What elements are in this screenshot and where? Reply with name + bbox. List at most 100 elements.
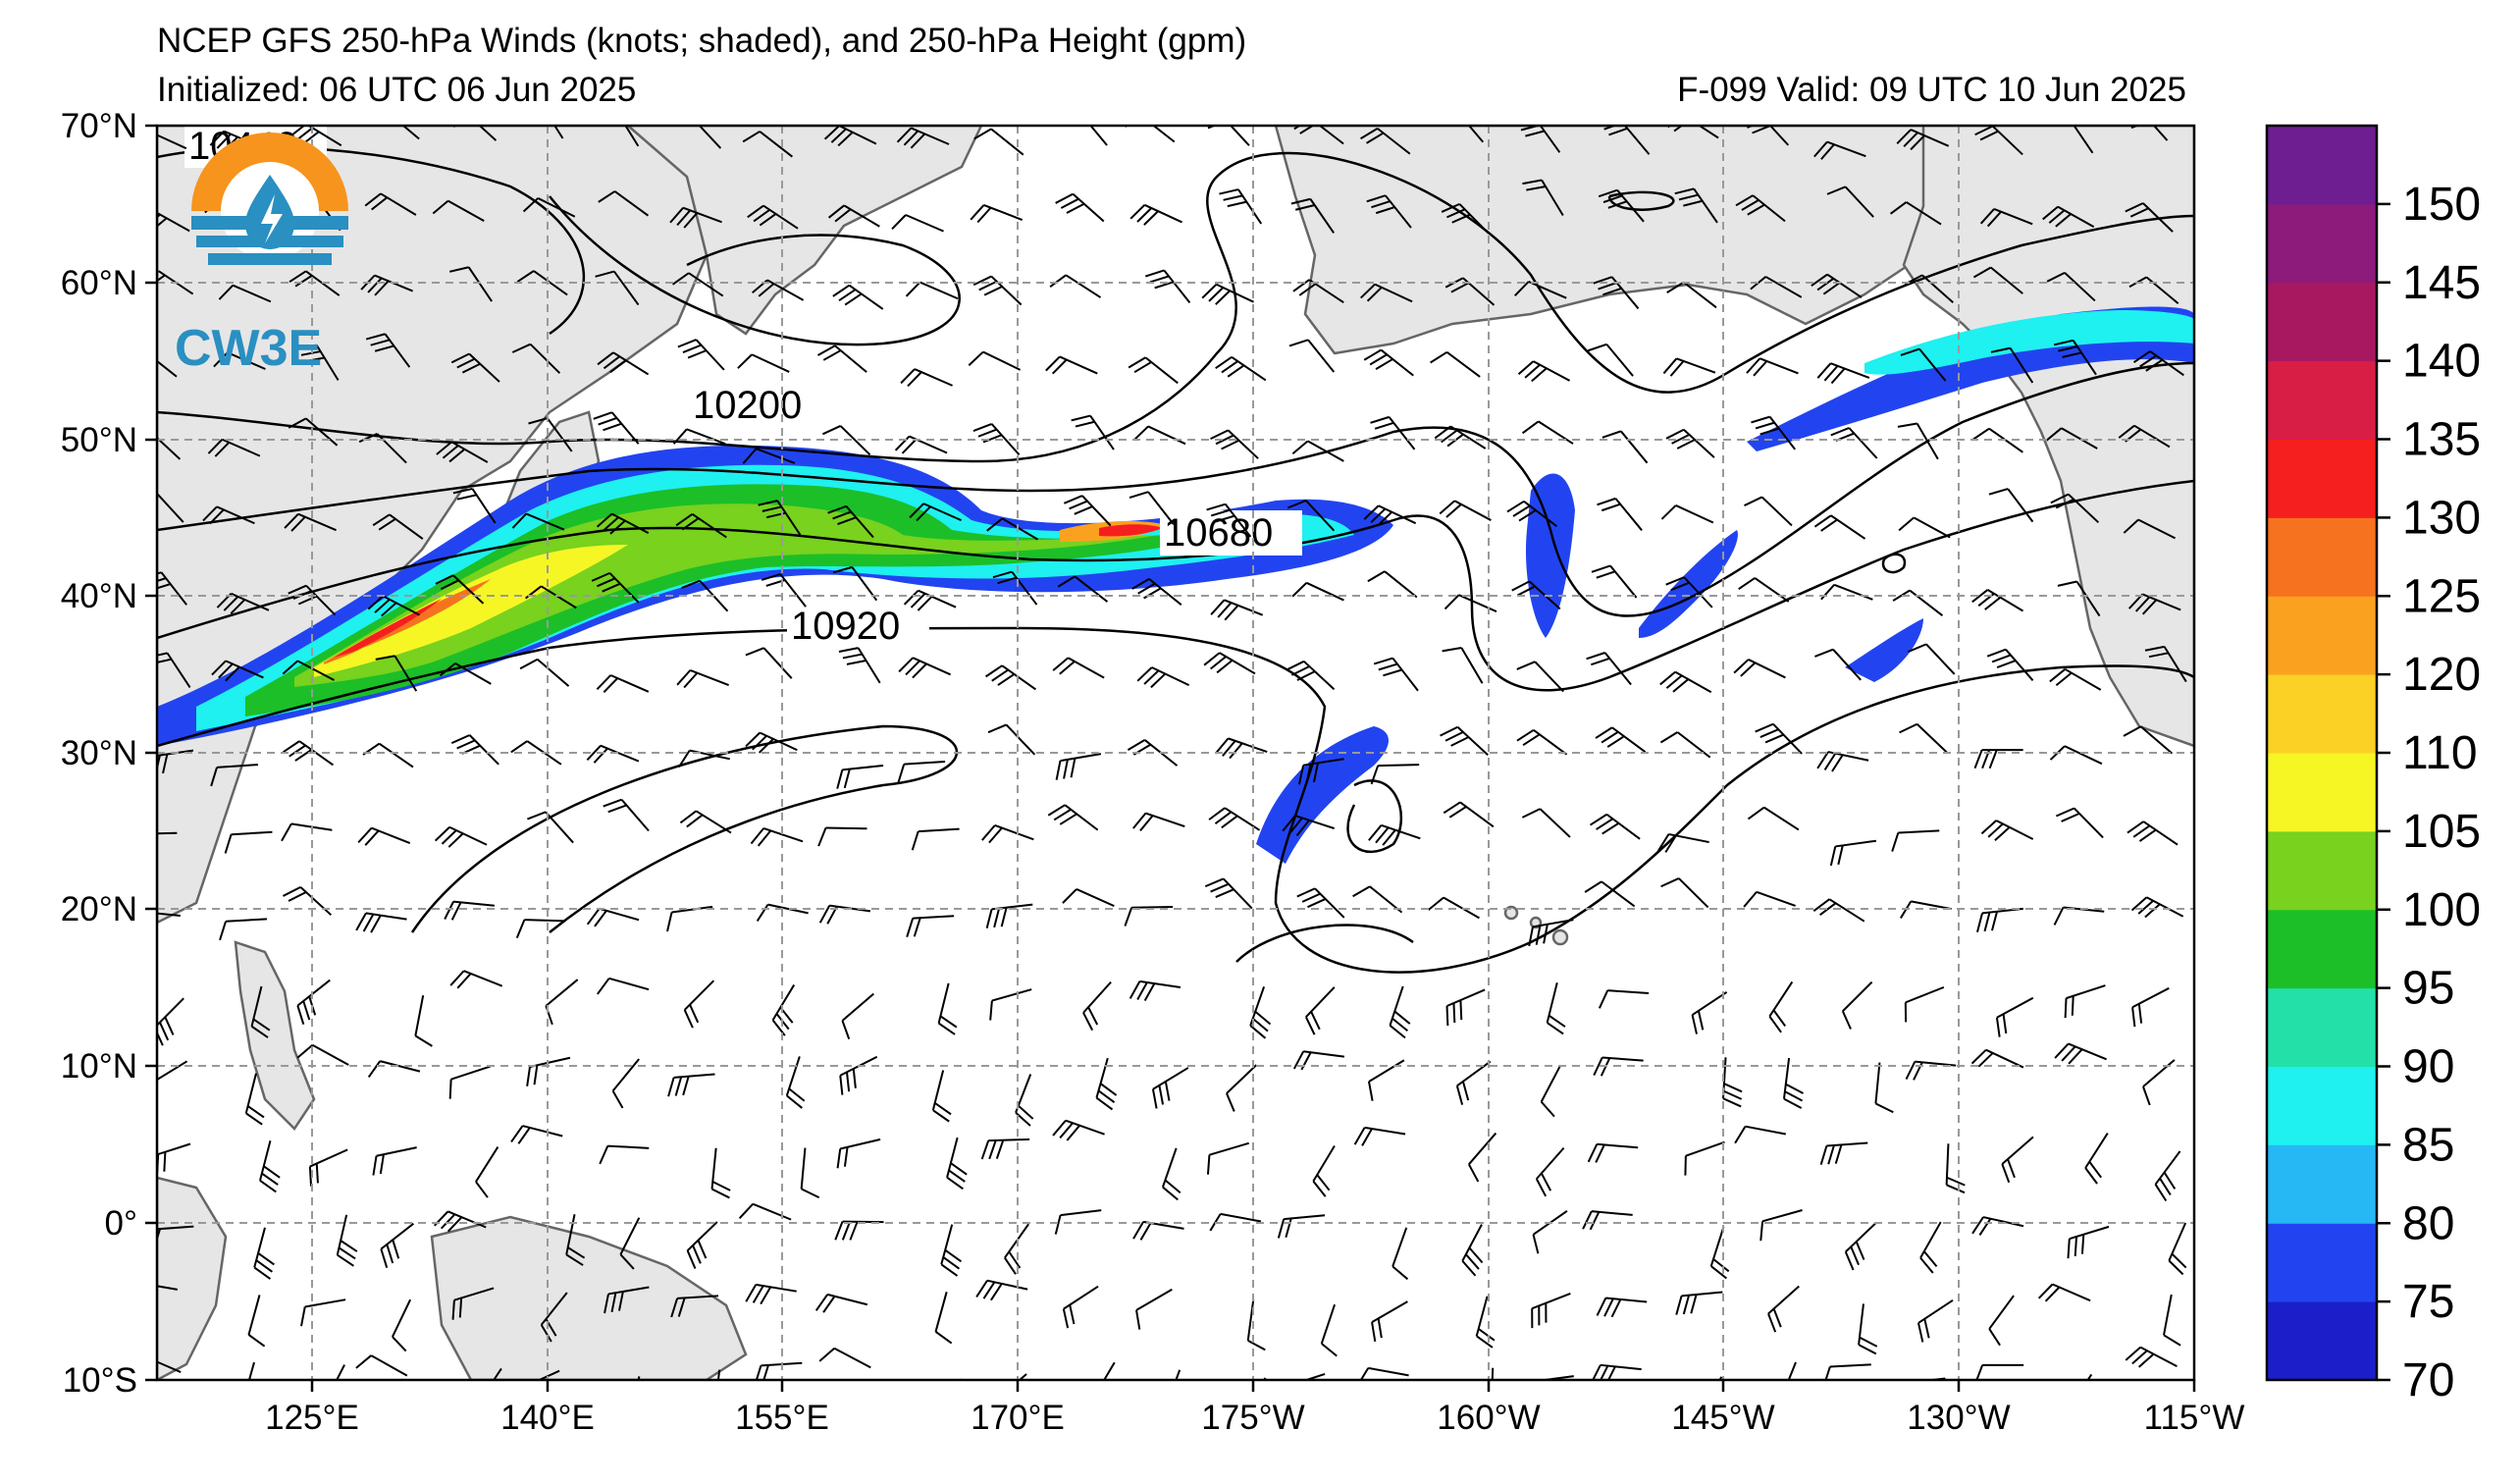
wind-barb: [1709, 1226, 1730, 1280]
wind-speed-shading: [157, 306, 2194, 864]
wind-barb: [1128, 356, 1179, 385]
wind-barb: [1052, 1119, 1105, 1141]
wind-barb: [1531, 1293, 1571, 1329]
wind-barb: [1246, 1299, 1266, 1351]
wind-barb: [452, 487, 497, 524]
wind-barb: [900, 368, 953, 388]
wind-barb: [1455, 1060, 1492, 1105]
wind-barb: [516, 270, 568, 296]
wind-barb: [814, 1293, 868, 1313]
wind-barb: [1047, 804, 1099, 831]
wind-barb: [1598, 188, 1645, 223]
latitude-axis: 70°N 60°N 50°N 40°N 30°N 20°N 10°N 0° 10…: [61, 107, 157, 1400]
colorbar-label: 130: [2402, 492, 2481, 544]
wind-barb: [1057, 575, 1109, 603]
wind-barb: [1896, 129, 1950, 151]
wind-barb: [1601, 430, 1649, 464]
wind-barb: [1124, 906, 1174, 927]
wind-barb: [1665, 576, 1713, 609]
wind-barb: [527, 811, 574, 844]
wind-barb: [1288, 339, 1336, 373]
wind-barb: [1445, 988, 1486, 1027]
wind-barb: [1586, 652, 1632, 686]
wind-barb: [357, 826, 411, 846]
wind-barb: [972, 423, 1021, 455]
wind-barb: [436, 441, 489, 463]
wind-barb: [1371, 1300, 1408, 1343]
wind-barb: [1979, 208, 2033, 228]
wind-barb: [392, 1298, 412, 1352]
wind-barb: [1368, 823, 1421, 846]
wind-barb: [745, 647, 793, 679]
colorbar-segment: [2267, 674, 2377, 754]
wind-barb: [2045, 427, 2098, 450]
wind-barb: [1995, 996, 2034, 1037]
wind-barb: [1874, 1062, 1894, 1114]
wind-barb: [2073, 126, 2094, 154]
colorbar-label: 145: [2402, 257, 2481, 309]
wind-barb: [1129, 491, 1175, 525]
wind-barb: [444, 900, 495, 921]
wind-barb: [931, 1070, 952, 1123]
wind-barb: [1980, 820, 2034, 842]
wind-barb: [434, 825, 488, 848]
wind-barb: [981, 823, 1034, 844]
lon-label: 175°W: [1201, 1399, 1304, 1437]
wind-barb: [1666, 281, 1717, 309]
wind-barb: [2049, 667, 2102, 691]
wind-barb: [683, 980, 715, 1029]
wind-barb: [1782, 1057, 1804, 1109]
wind-barb: [1598, 989, 1650, 1009]
wind-barb: [522, 197, 576, 218]
wind-barb: [1768, 980, 1794, 1033]
wind-barb: [1844, 1222, 1876, 1271]
wind-barb: [1277, 1214, 1326, 1239]
wind-barb: [2123, 725, 2174, 755]
wind-barb: [247, 1361, 255, 1380]
wind-barb: [2084, 1133, 2109, 1185]
wind-barb: [1908, 643, 1956, 675]
wind-barb: [1286, 660, 1336, 691]
wind-barb: [679, 810, 732, 834]
wind-barb: [1813, 514, 1866, 540]
wind-barb: [1360, 128, 1411, 155]
wind-barb: [986, 517, 1039, 541]
wind-barb: [1521, 808, 1571, 838]
wind-barb: [1210, 599, 1264, 621]
wind-barb: [1744, 496, 1793, 527]
wind-barb: [747, 204, 799, 230]
wind-barb: [624, 126, 640, 147]
colorbar-label: 150: [2402, 179, 2481, 231]
lat-label: 60°N: [61, 264, 137, 302]
wind-barb: [1582, 1210, 1633, 1231]
wind-barb: [1215, 355, 1267, 382]
wind-barb: [968, 350, 1022, 371]
lon-label: 145°W: [1671, 1399, 1774, 1437]
lon-label: 160°W: [1437, 1399, 1540, 1437]
wind-barb: [1151, 1067, 1189, 1109]
wind-barb: [282, 660, 335, 681]
wind-barb: [841, 992, 874, 1040]
wind-barb: [202, 505, 255, 525]
wind-barb: [1972, 266, 2023, 294]
wind-barb: [519, 658, 570, 687]
lat-label: 30°N: [61, 734, 137, 772]
wind-barb: [1291, 581, 1344, 602]
colorbar-label: 70: [2402, 1354, 2454, 1406]
wind-barb: [1062, 888, 1115, 908]
wind-barb: [1389, 985, 1411, 1039]
wind-barb: [1743, 890, 1796, 908]
wind-barb: [565, 1214, 586, 1266]
wind-barb: [448, 1065, 491, 1099]
wind-barb: [1516, 728, 1568, 756]
lon-label: 170°E: [971, 1399, 1065, 1437]
wind-barb: [526, 1056, 571, 1086]
wind-barb: [1904, 985, 1945, 1023]
wind-barb: [903, 589, 957, 611]
wind-barb: [2064, 984, 2106, 1019]
wind-barb: [596, 674, 650, 694]
wind-barb: [1291, 440, 1344, 462]
wind-barb: [674, 126, 722, 149]
contour-label-10920: 10920: [791, 605, 900, 648]
logo-text: CW3E: [175, 320, 322, 377]
